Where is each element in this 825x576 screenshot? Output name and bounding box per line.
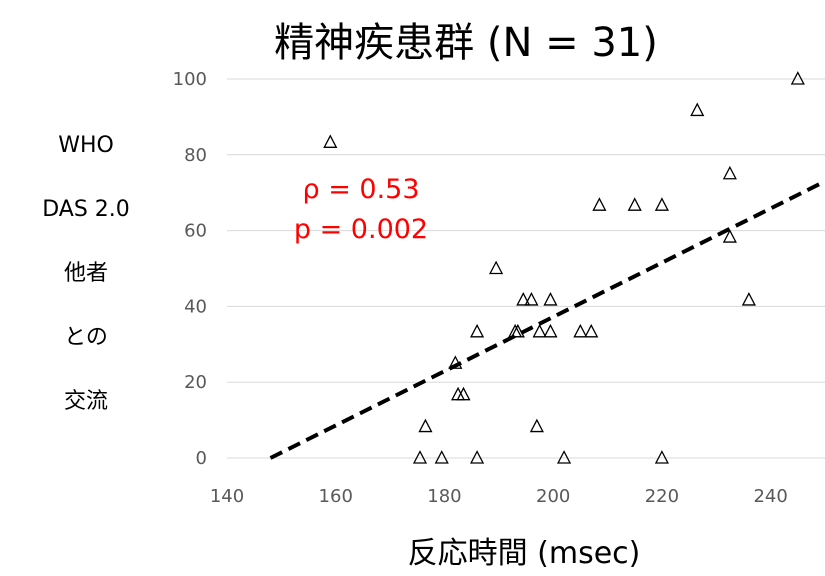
data-point — [722, 229, 737, 243]
data-point — [584, 323, 599, 338]
y-tick-label: 0 — [196, 448, 207, 469]
chart-title: 精神疾患群 (N = 31) — [274, 20, 658, 66]
y-tick-label: 40 — [184, 296, 207, 317]
data-point — [654, 450, 669, 464]
y-tick-labels: 0 20 40 60 80 100 — [173, 69, 207, 469]
data-point — [412, 450, 428, 464]
y-axis-label: WHO DAS 2.0 他者 との 交流 — [42, 133, 130, 414]
data-point — [470, 450, 485, 464]
x-tick-label: 220 — [645, 486, 679, 507]
data-points — [323, 71, 805, 464]
correlation-rho: ρ = 0.53 — [302, 174, 419, 205]
data-point — [573, 323, 588, 338]
data-point — [489, 260, 504, 275]
y-axis-label-line: 他者 — [64, 261, 108, 286]
x-tick-label: 140 — [210, 486, 244, 507]
trendline-layer — [269, 179, 825, 460]
y-axis-label-line: WHO — [58, 133, 114, 158]
x-tick-label: 180 — [427, 486, 461, 507]
data-point — [516, 292, 531, 306]
p-value: p = 0.002 — [294, 214, 428, 245]
data-point — [690, 102, 705, 117]
data-point — [532, 323, 547, 338]
data-point — [543, 292, 558, 306]
data-point — [470, 323, 485, 338]
x-tick-label: 240 — [753, 486, 787, 507]
data-point — [543, 323, 558, 338]
data-point — [592, 197, 607, 211]
x-axis-label: 反応時間 (msec) — [408, 536, 641, 571]
y-tick-label: 60 — [184, 221, 207, 242]
x-tick-label: 160 — [319, 486, 353, 507]
data-point — [524, 292, 539, 306]
data-point — [434, 450, 449, 464]
y-axis-label-line: DAS 2.0 — [42, 197, 130, 222]
data-point — [790, 71, 805, 85]
y-axis-label-line: との — [64, 325, 108, 350]
data-point — [448, 355, 463, 369]
data-point — [654, 197, 669, 211]
data-point — [722, 165, 737, 180]
data-point — [323, 134, 338, 148]
grid-lines — [227, 78, 825, 459]
data-point — [741, 292, 756, 306]
data-point — [510, 323, 525, 338]
y-tick-label: 80 — [184, 145, 207, 166]
data-point — [456, 386, 471, 401]
trendline — [269, 179, 825, 460]
data-point — [529, 418, 544, 433]
x-tick-labels: 140 160 180 200 220 240 — [210, 486, 788, 507]
y-axis-label-line: 交流 — [64, 389, 108, 414]
y-tick-label: 100 — [173, 69, 207, 90]
x-tick-label: 200 — [536, 486, 570, 507]
y-tick-label: 20 — [184, 372, 207, 393]
data-point — [418, 418, 433, 433]
data-point — [556, 450, 572, 464]
data-point — [627, 197, 642, 211]
